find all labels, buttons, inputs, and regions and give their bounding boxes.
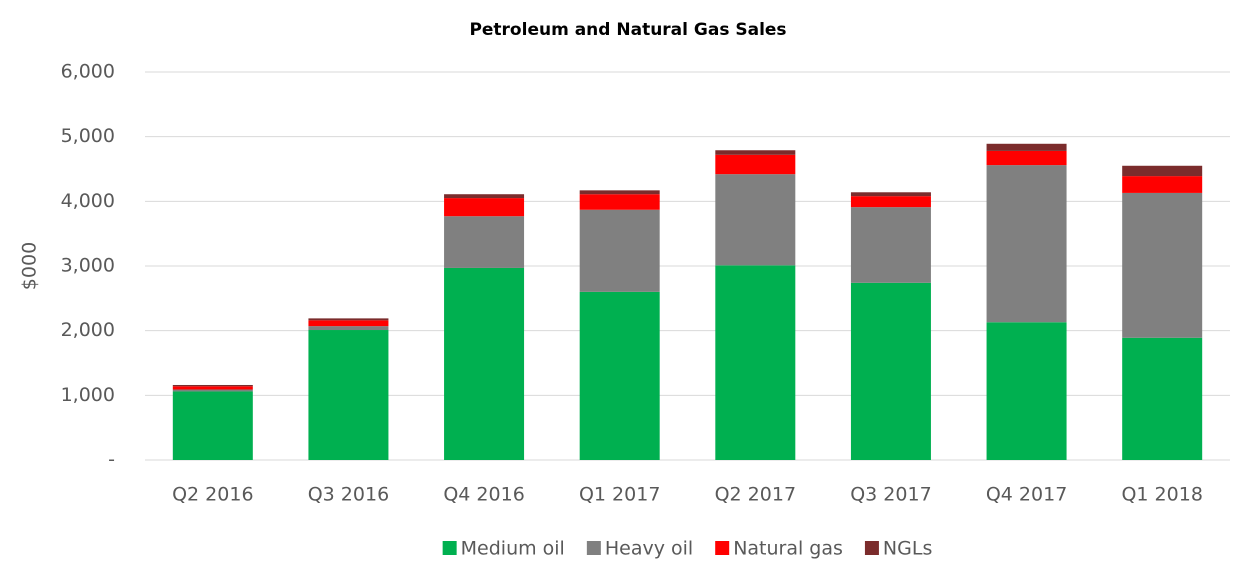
legend-label: Heavy oil [605, 538, 693, 560]
chart-title: Petroleum and Natural Gas Sales [469, 20, 786, 40]
bar-segment [172, 389, 253, 392]
bar-segment [850, 282, 931, 460]
bar-segment [715, 265, 796, 460]
x-tick-label: Q3 2016 [308, 484, 389, 506]
legend-label: Natural gas [733, 538, 843, 560]
x-tick-label: Q1 2018 [1121, 484, 1202, 506]
x-tick-label: Q2 2016 [172, 484, 253, 506]
y-tick-label: - [108, 449, 115, 471]
bar-segment [444, 198, 525, 217]
legend-swatch [864, 541, 879, 555]
bar-segment [308, 326, 389, 331]
bar-segment [579, 194, 660, 210]
bar-segment [172, 391, 253, 460]
bar-segment [579, 190, 660, 195]
bar-segment [308, 330, 389, 460]
bar-segment [715, 174, 796, 266]
bar-segment [850, 192, 931, 197]
x-tick-label: Q1 2017 [579, 484, 660, 506]
bar-segment [986, 150, 1067, 166]
legend-swatch [442, 541, 457, 555]
legend-swatch [715, 541, 730, 555]
legend-label: NGLs [883, 538, 932, 560]
legend-label: Medium oil [461, 538, 565, 560]
bar-segment [308, 318, 389, 321]
bar-segment [308, 320, 389, 327]
y-tick-label: 1,000 [61, 384, 115, 406]
bar-segment [850, 196, 931, 208]
legend-swatch [586, 541, 601, 555]
bar-segment [172, 386, 253, 390]
x-tick-label: Q3 2017 [850, 484, 931, 506]
x-tick-label: Q4 2016 [443, 484, 524, 506]
bar-segment [1122, 337, 1203, 460]
bar-segment [172, 384, 253, 387]
bar-segment [1122, 192, 1203, 338]
x-tick-label: Q2 2017 [715, 484, 796, 506]
x-tick-label: Q4 2017 [986, 484, 1067, 506]
bar-segment [715, 150, 796, 155]
y-tick-label: 5,000 [61, 125, 115, 147]
y-tick-label: 3,000 [61, 255, 115, 277]
y-tick-label: 2,000 [61, 319, 115, 341]
bar-segment [986, 322, 1067, 460]
bar-segment [444, 267, 525, 460]
y-tick-label: 4,000 [61, 190, 115, 212]
bar-segment [986, 165, 1067, 323]
bar-segment [715, 154, 796, 175]
y-tick-label: 6,000 [61, 61, 115, 83]
bar-segment [986, 143, 1067, 151]
bar-segment [444, 216, 525, 268]
bar-segment [579, 209, 660, 292]
bar-segment [1122, 165, 1203, 177]
bar-segment [850, 207, 931, 283]
bar-segment [444, 194, 525, 199]
bar-segment [579, 291, 660, 460]
bar-segment [1122, 176, 1203, 193]
y-axis-label: $000 [19, 242, 41, 290]
